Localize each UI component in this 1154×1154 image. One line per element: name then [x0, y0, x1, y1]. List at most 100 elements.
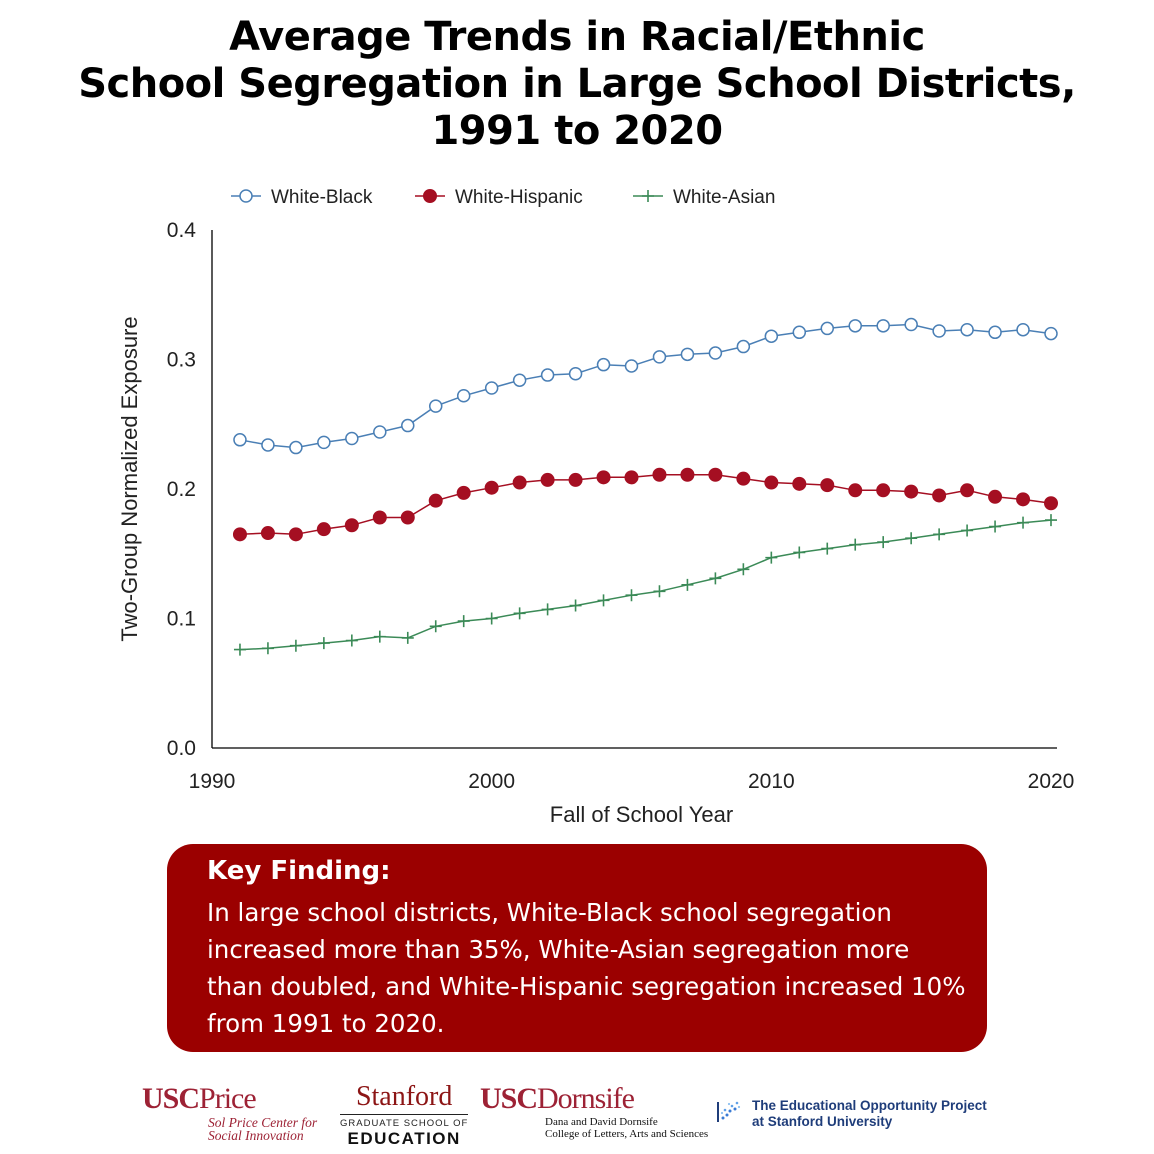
- x-tick-label: 2000: [468, 770, 515, 793]
- legend-marker: [239, 189, 253, 203]
- data-point: [233, 643, 246, 656]
- usc-price-logo: USCPrice Sol Price Center for Social Inn…: [142, 1082, 317, 1142]
- data-point: [289, 440, 303, 455]
- data-point: [401, 418, 415, 433]
- data-point: [568, 366, 583, 381]
- data-point: [708, 467, 723, 482]
- data-point: [485, 612, 498, 625]
- data-point: [261, 642, 274, 655]
- data-point: [456, 485, 471, 500]
- usc-price-usc: USC: [142, 1082, 200, 1115]
- data-point: [1044, 326, 1058, 341]
- data-point: [373, 630, 386, 643]
- data-point: [317, 435, 331, 450]
- data-point: [344, 518, 359, 533]
- dornsife-sub1: Dana and David Dornsife: [545, 1116, 658, 1128]
- legend-marker: [642, 190, 654, 202]
- data-point: [428, 399, 443, 413]
- x-tick-label: 2010: [748, 770, 795, 793]
- data-point: [1044, 496, 1058, 511]
- usc-price-name: Price: [199, 1082, 257, 1115]
- x-tick-label: 2020: [1028, 770, 1075, 793]
- data-point: [596, 357, 611, 372]
- chart-title: Average Trends in Racial/Ethnic School S…: [0, 14, 1154, 155]
- data-point: [400, 510, 415, 525]
- y-axis-label: Two-Group Normalized Exposure: [117, 316, 142, 641]
- data-point: [317, 637, 330, 650]
- dornsife-sub2: College of Letters, Arts and Sciences: [545, 1128, 709, 1140]
- data-point: [345, 431, 359, 446]
- data-point: [233, 433, 247, 447]
- data-point: [988, 325, 1002, 340]
- data-point: [792, 325, 807, 340]
- data-point: [569, 599, 582, 612]
- data-point: [1016, 492, 1031, 507]
- data-point: [988, 489, 1003, 504]
- data-point: [540, 368, 555, 382]
- data-point: [512, 373, 527, 387]
- dornsife-usc: USC: [480, 1082, 538, 1115]
- key-finding-box: Key Finding: In large school districts, …: [167, 844, 987, 1052]
- data-point: [568, 472, 583, 487]
- data-point: [933, 528, 946, 541]
- data-point: [401, 631, 414, 644]
- data-point: [681, 578, 694, 591]
- data-point: [764, 475, 779, 490]
- title-line-3: 1991 to 2020: [431, 108, 723, 154]
- data-point: [652, 350, 667, 364]
- legend-label: White-Asian: [673, 187, 775, 208]
- eop-line2: at Stanford University: [752, 1114, 893, 1129]
- data-point: [821, 542, 834, 555]
- data-point: [484, 381, 499, 395]
- data-point: [513, 607, 526, 620]
- data-point: [624, 470, 639, 485]
- data-point: [820, 321, 835, 336]
- title-line-2: School Segregation in Large School Distr…: [78, 61, 1076, 107]
- data-point: [232, 527, 247, 542]
- legend-marker: [423, 189, 437, 203]
- data-point: [316, 522, 331, 537]
- data-point: [1016, 322, 1030, 337]
- data-point: [765, 551, 778, 564]
- legend-label: White-Hispanic: [455, 187, 583, 208]
- x-tick-label: 1990: [189, 770, 236, 793]
- data-point: [876, 319, 890, 333]
- data-point: [512, 475, 527, 490]
- data-point: [261, 438, 275, 452]
- data-point: [597, 594, 610, 607]
- eop-line1: The Educational Opportunity Project: [752, 1098, 987, 1113]
- data-point: [960, 483, 975, 498]
- data-point: [877, 536, 890, 549]
- stanford-sub: GRADUATE SCHOOL OF: [340, 1114, 469, 1130]
- title-line-1: Average Trends in Racial/Ethnic: [229, 14, 925, 60]
- data-point: [625, 589, 638, 602]
- y-tick-label: 0.4: [167, 219, 197, 242]
- eop-dots-icon: [717, 1101, 741, 1122]
- data-point: [541, 603, 554, 616]
- data-point: [1017, 516, 1030, 529]
- partner-logos: USCPrice Sol Price Center for Social Inn…: [0, 1080, 1154, 1154]
- data-point: [876, 483, 891, 498]
- data-point: [288, 527, 303, 542]
- data-point: [456, 389, 471, 403]
- data-point: [960, 322, 974, 337]
- y-tick-label: 0.0: [167, 737, 196, 760]
- data-point: [596, 470, 611, 485]
- data-point: [904, 484, 919, 499]
- data-point: [345, 634, 358, 647]
- y-tick-label: 0.3: [167, 349, 196, 372]
- usc-dornsife-logo: USCDornsife Dana and David Dornsife Coll…: [480, 1082, 708, 1140]
- series-line-white-asian: [239, 519, 1052, 651]
- data-point: [680, 347, 695, 362]
- data-point: [540, 472, 555, 487]
- data-point: [652, 467, 667, 482]
- data-point: [1045, 514, 1057, 527]
- usc-price-sub1: Sol Price Center for: [208, 1115, 318, 1130]
- key-finding-text: In large school districts, White-Black s…: [207, 898, 966, 1038]
- usc-price-sub2: Social Innovation: [208, 1128, 304, 1143]
- dornsife-name: Dornsife: [537, 1082, 635, 1115]
- y-tick-label: 0.1: [167, 608, 196, 631]
- series-line-white-black: [239, 323, 1052, 449]
- data-point: [736, 471, 751, 486]
- data-point: [373, 425, 387, 439]
